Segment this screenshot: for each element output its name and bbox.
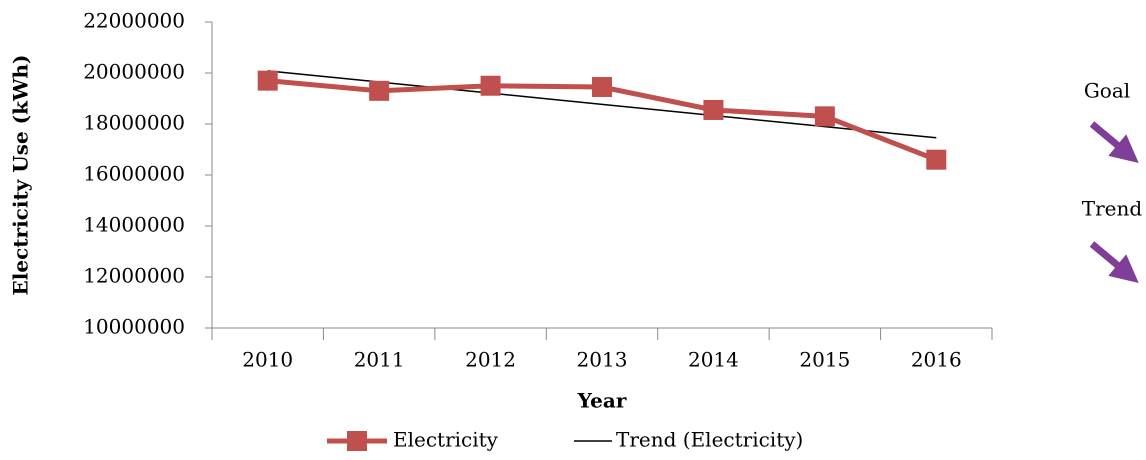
legend-marker (347, 431, 367, 451)
arrow (1089, 241, 1139, 283)
marker (926, 149, 947, 170)
x-tick-label: 2013 (577, 348, 628, 372)
x-tick-label: 2014 (688, 348, 739, 372)
marker (480, 75, 501, 96)
legend-label: Trend (Electricity) (616, 428, 803, 452)
legend-label: Electricity (393, 428, 499, 452)
marker (369, 80, 390, 101)
legend: Electricity Trend (Electricity) (327, 428, 803, 452)
annotation: Trend (1082, 197, 1143, 221)
y-tick-label: 20000000 (83, 60, 185, 84)
x-tick-label: 2010 (242, 348, 293, 372)
x-tick-label: 2016 (911, 348, 962, 372)
marker (257, 70, 278, 91)
y-tick-label: 18000000 (83, 111, 185, 135)
x-tick-label: 2015 (799, 348, 850, 372)
y-tick-label: 10000000 (83, 315, 185, 339)
marker (703, 99, 724, 120)
y-tick-label: 12000000 (83, 264, 185, 288)
x-axis-title: Year (577, 389, 627, 413)
y-tick-label: 22000000 (83, 9, 185, 33)
y-axis-title: Electricity Use (kWh) (9, 55, 33, 296)
arrow (1089, 121, 1139, 163)
marker (814, 106, 835, 127)
marker (592, 77, 612, 98)
annotation: Goal (1084, 79, 1130, 103)
x-tick-label: 2011 (354, 348, 405, 372)
x-tick-label: 2012 (465, 348, 516, 372)
y-tick-label: 16000000 (83, 162, 185, 186)
y-tick-label: 14000000 (83, 213, 185, 237)
